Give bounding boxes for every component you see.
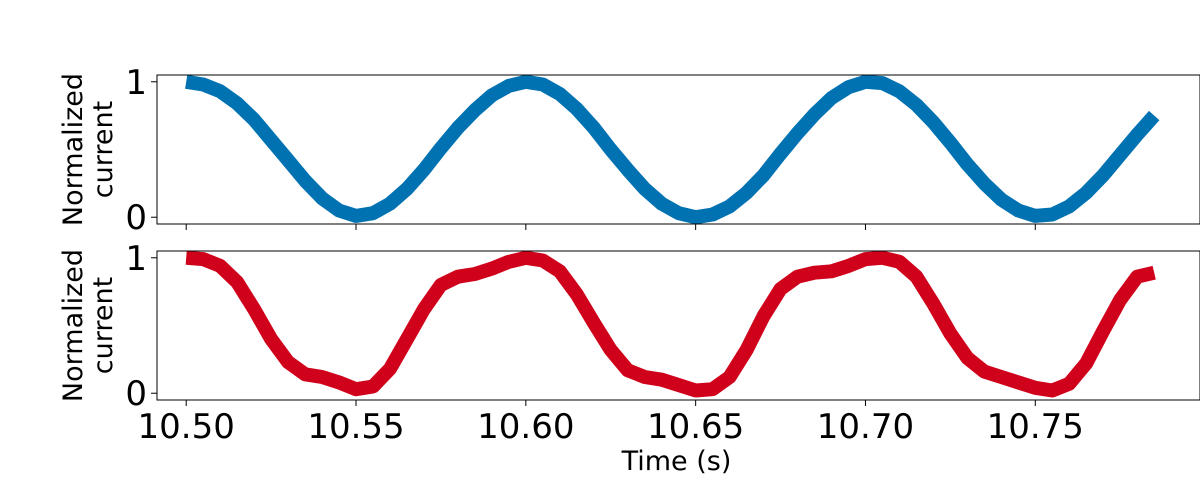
- x-tick-label: 10.55: [307, 407, 404, 447]
- plot-frame-1: [156, 74, 1200, 225]
- x-tick-label: 10.50: [138, 407, 235, 447]
- y-axis-label-line-2: current: [88, 101, 119, 198]
- x-axis-label: Time (s): [621, 446, 732, 477]
- x-tick-label: 10.60: [477, 407, 574, 447]
- y-axis-label-line-1: Normalized: [58, 73, 89, 226]
- y-axis-label-line-2: current: [88, 277, 119, 374]
- x-tick-label: 10.75: [987, 407, 1084, 447]
- y-axis-label-line-1: Normalized: [58, 249, 89, 402]
- plot-frame-2: [156, 250, 1200, 401]
- y-tick-label: 1: [125, 63, 147, 103]
- x-tick-label: 10.65: [647, 407, 744, 447]
- x-tick-label: 10.70: [817, 407, 914, 447]
- y-tick-label: 0: [125, 374, 147, 414]
- y-tick-label: 1: [125, 239, 147, 279]
- y-tick-label: 0: [125, 198, 147, 238]
- series-line-1-1: [185, 74, 1160, 225]
- series-line-2-1: [185, 250, 1156, 398]
